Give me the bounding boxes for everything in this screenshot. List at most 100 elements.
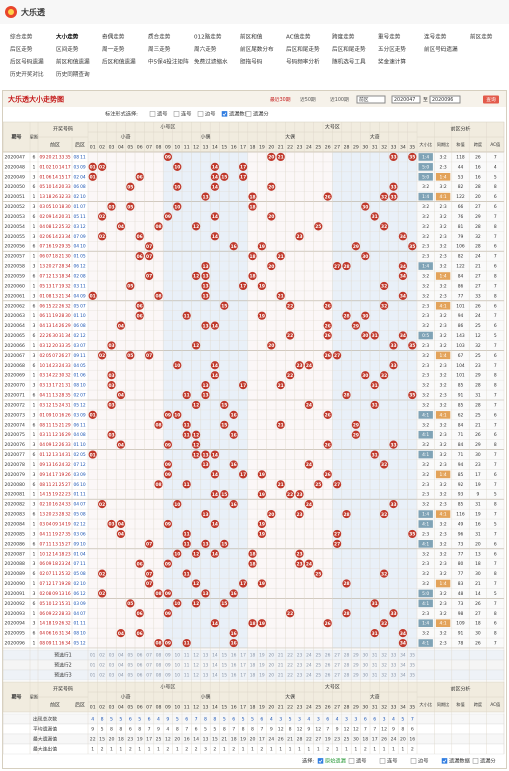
preselect-number[interactable]: 02: [99, 673, 105, 679]
footer-checkbox[interactable]: [348, 758, 355, 764]
nav-link[interactable]: 周一走势: [102, 45, 125, 53]
preselect-number[interactable]: 31: [372, 653, 378, 659]
footer-checkbox[interactable]: [317, 758, 324, 764]
nav-link[interactable]: 区间走势: [56, 45, 79, 53]
nav-link[interactable]: 随机选号工具: [332, 58, 366, 66]
preselect-number[interactable]: 10: [175, 663, 181, 669]
preselect-number[interactable]: 30: [363, 663, 369, 669]
preselect-number[interactable]: 27: [334, 653, 340, 659]
preselect-number[interactable]: 16: [231, 653, 237, 659]
nav-link[interactable]: 后区和尾走势: [286, 45, 320, 53]
preselect-number[interactable]: 05: [128, 663, 134, 669]
preselect-number[interactable]: 27: [334, 673, 340, 679]
preselect-number[interactable]: 15: [222, 673, 228, 679]
preselect-number[interactable]: 11: [184, 673, 190, 679]
preselect-number[interactable]: 09: [165, 653, 171, 659]
nav-link[interactable]: 奖金速计算: [378, 58, 406, 66]
preselect-number[interactable]: 14: [212, 673, 218, 679]
preselect-number[interactable]: 30: [363, 653, 369, 659]
preselect-number[interactable]: 12: [193, 673, 199, 679]
nav-link[interactable]: 综合走势: [10, 33, 33, 41]
nav-link[interactable]: 免费过滤缩水: [194, 58, 228, 66]
nav-link[interactable]: 后区和尾走势: [332, 45, 366, 53]
preselect-number[interactable]: 20: [269, 653, 275, 659]
preselect-number[interactable]: 18: [250, 673, 256, 679]
preselect-number[interactable]: 29: [353, 663, 359, 669]
nav-link[interactable]: 前区走势: [470, 33, 493, 41]
preselect-number[interactable]: 33: [391, 673, 397, 679]
preselect-number[interactable]: 13: [203, 653, 209, 659]
preselect-number[interactable]: 12: [193, 653, 199, 659]
mark-checkbox[interactable]: [221, 111, 228, 117]
preselect-number[interactable]: 35: [410, 673, 416, 679]
preselect-number[interactable]: 01: [90, 653, 96, 659]
nav-link[interactable]: 中5保4投注矩阵: [148, 58, 189, 66]
nav-link[interactable]: 后区走势: [10, 45, 33, 53]
nav-link[interactable]: 五分区走势: [378, 45, 406, 53]
preselect-number[interactable]: 08: [156, 673, 162, 679]
period-link[interactable]: 近100期: [330, 96, 349, 103]
preselect-number[interactable]: 28: [344, 653, 350, 659]
preselect-number[interactable]: 25: [316, 673, 322, 679]
preselect-number[interactable]: 05: [128, 673, 134, 679]
mark-option[interactable]: 边号: [205, 110, 215, 118]
preselect-number[interactable]: 15: [222, 663, 228, 669]
preselect-number[interactable]: 01: [90, 663, 96, 669]
mark-checkbox[interactable]: [173, 111, 180, 117]
preselect-number[interactable]: 35: [410, 653, 416, 659]
preselect-number[interactable]: 33: [391, 663, 397, 669]
footer-checkbox[interactable]: [379, 758, 386, 764]
footer-checkbox[interactable]: [472, 758, 479, 764]
query-button[interactable]: [483, 95, 499, 104]
nav-link[interactable]: 胆拖号码: [240, 58, 263, 66]
preselect-number[interactable]: 21: [278, 653, 284, 659]
preselect-number[interactable]: 03: [109, 663, 115, 669]
preselect-number[interactable]: 34: [400, 663, 406, 669]
preselect-number[interactable]: 17: [240, 663, 246, 669]
preselect-number[interactable]: 14: [212, 663, 218, 669]
preselect-number[interactable]: 06: [137, 673, 143, 679]
preselect-number[interactable]: 26: [325, 673, 331, 679]
footer-checkbox[interactable]: [410, 758, 417, 764]
preselect-number[interactable]: 18: [250, 653, 256, 659]
footer-option[interactable]: 原始遗漏: [325, 757, 346, 765]
preselect-number[interactable]: 27: [334, 663, 340, 669]
preselect-number[interactable]: 02: [99, 653, 105, 659]
select-box[interactable]: [356, 95, 386, 104]
preselect-number[interactable]: 09: [165, 663, 171, 669]
preselect-number[interactable]: 31: [372, 663, 378, 669]
nav-link[interactable]: 大小走势: [56, 33, 79, 41]
nav-link[interactable]: AC值走势: [286, 33, 311, 41]
nav-link[interactable]: 后区号码遗漏: [10, 58, 44, 66]
preselect-number[interactable]: 28: [344, 663, 350, 669]
nav-link[interactable]: 前区号码遗漏: [424, 45, 458, 53]
preselect-number[interactable]: 21: [278, 673, 284, 679]
nav-link[interactable]: 012路走势: [194, 33, 222, 41]
footer-option[interactable]: 边号: [418, 757, 428, 765]
preselect-number[interactable]: 07: [146, 673, 152, 679]
mark-option[interactable]: 连号: [181, 110, 191, 118]
preselect-number[interactable]: 03: [109, 673, 115, 679]
preselect-number[interactable]: 04: [118, 673, 124, 679]
preselect-number[interactable]: 30: [363, 673, 369, 679]
preselect-number[interactable]: 22: [287, 673, 293, 679]
preselect-number[interactable]: 06: [137, 653, 143, 659]
preselect-number[interactable]: 07: [146, 663, 152, 669]
period-link[interactable]: 近50期: [300, 96, 316, 103]
to-input[interactable]: [429, 95, 461, 104]
preselect-number[interactable]: 26: [325, 663, 331, 669]
nav-link[interactable]: 前区和值遗漏: [56, 58, 90, 66]
footer-option[interactable]: 遗漏分: [480, 757, 496, 765]
nav-link[interactable]: 后区和值遗漏: [102, 58, 136, 66]
preselect-number[interactable]: 05: [128, 653, 134, 659]
nav-link[interactable]: 奇偶走势: [102, 33, 125, 41]
preselect-number[interactable]: 21: [278, 663, 284, 669]
preselect-number[interactable]: 25: [316, 663, 322, 669]
from-input[interactable]: [391, 95, 421, 104]
nav-link[interactable]: 质合走势: [148, 33, 171, 41]
preselect-number[interactable]: 17: [240, 653, 246, 659]
preselect-number[interactable]: 22: [287, 653, 293, 659]
footer-checkbox[interactable]: [441, 758, 448, 764]
preselect-number[interactable]: 11: [184, 653, 190, 659]
preselect-number[interactable]: 32: [381, 673, 387, 679]
